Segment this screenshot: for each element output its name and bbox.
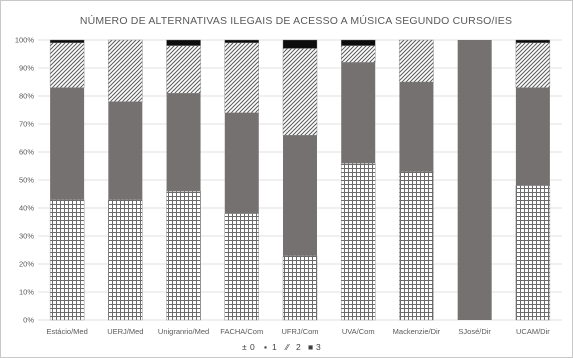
- x-tick-label: UCAM/Dir: [516, 327, 550, 336]
- bar-segment-1: [457, 40, 492, 320]
- y-tick-label: 0%: [23, 316, 34, 325]
- bar-segment-3: [282, 39, 318, 49]
- x-tick-label: Mackenzie/Dir: [393, 327, 441, 336]
- bar-segment-1: [50, 87, 85, 200]
- y-tick-label: 90%: [19, 64, 34, 73]
- legend-label-0: 0: [250, 342, 255, 352]
- y-tick-label: 80%: [19, 92, 34, 101]
- x-tick-label: SJosé/Dir: [458, 327, 491, 336]
- bar-segment-0: [341, 162, 376, 321]
- x-tick-label: UVA/Com: [342, 327, 375, 336]
- bar-segment-2: [166, 45, 201, 94]
- bar-segment-1: [283, 135, 317, 256]
- x-tick-label: FACHA/Com: [220, 327, 263, 336]
- bar-segment-2: [224, 42, 259, 113]
- x-tick-label: Estácio/Med: [46, 327, 87, 336]
- legend-symbol-2: ⁄⁄: [284, 342, 290, 352]
- legend-symbol-3: ■: [308, 342, 313, 352]
- bar-segment-2: [108, 39, 143, 102]
- y-tick-label: 60%: [19, 148, 34, 157]
- bar-segment-0: [49, 199, 85, 321]
- y-tick-label: 10%: [19, 288, 34, 297]
- bar-segment-1: [399, 82, 434, 172]
- bar-segment-0: [108, 199, 143, 321]
- bar-segment-2: [399, 39, 434, 83]
- x-tick-label: UFRJ/Com: [281, 327, 318, 336]
- legend-label-2: 2: [296, 342, 301, 352]
- bar-segment-1: [224, 112, 259, 214]
- x-axis-ticks: Estácio/Med UERJ/Med Unigranrio/Med FACHA/C…: [46, 327, 550, 336]
- bar-segment-1: [515, 87, 550, 186]
- y-axis-ticks: 0% 10% 20% 30% 40% 50% 60% 70% 80% 90% 100%: [15, 36, 35, 325]
- legend: ±0 ▪ 1 ⁄⁄ 2 ■ 3: [242, 342, 321, 352]
- bar-segment-3: [515, 39, 551, 43]
- legend-symbol-0: ±: [242, 342, 247, 352]
- bar-segment-2: [49, 42, 85, 88]
- bar-segment-2: [282, 48, 318, 136]
- bar-segment-0: [282, 255, 318, 321]
- x-tick-label: UERJ/Med: [107, 327, 143, 336]
- bar-segment-1: [341, 62, 376, 164]
- bar-segment-2: [515, 42, 551, 88]
- legend-label-1: 1: [272, 342, 277, 352]
- legend-label-3: 3: [316, 342, 321, 352]
- bar-segment-3: [49, 39, 85, 43]
- chart-title: NÚMERO DE ALTERNATIVAS ILEGAIS DE ACESSO…: [80, 14, 512, 27]
- y-tick-label: 40%: [19, 204, 34, 213]
- y-tick-label: 100%: [15, 36, 35, 45]
- bar-segment-0: [224, 213, 259, 321]
- bar-segment-0: [515, 185, 551, 321]
- bar-segment-0: [399, 171, 434, 321]
- bar-segment-3: [166, 39, 201, 46]
- x-tick-label: Unigranrio/Med: [158, 327, 209, 336]
- bar-segment-3: [341, 39, 376, 46]
- legend-symbol-1: ▪: [264, 342, 267, 352]
- y-tick-label: 20%: [19, 260, 34, 269]
- bar-segment-3: [224, 39, 259, 43]
- bar-segment-1: [166, 93, 201, 192]
- bar-segment-2: [341, 45, 376, 63]
- y-tick-label: 50%: [19, 176, 34, 185]
- y-tick-label: 30%: [19, 232, 34, 241]
- bar-segment-1: [108, 101, 143, 200]
- y-tick-label: 70%: [19, 120, 34, 129]
- bar-segment-0: [166, 190, 201, 321]
- bars: [49, 39, 551, 321]
